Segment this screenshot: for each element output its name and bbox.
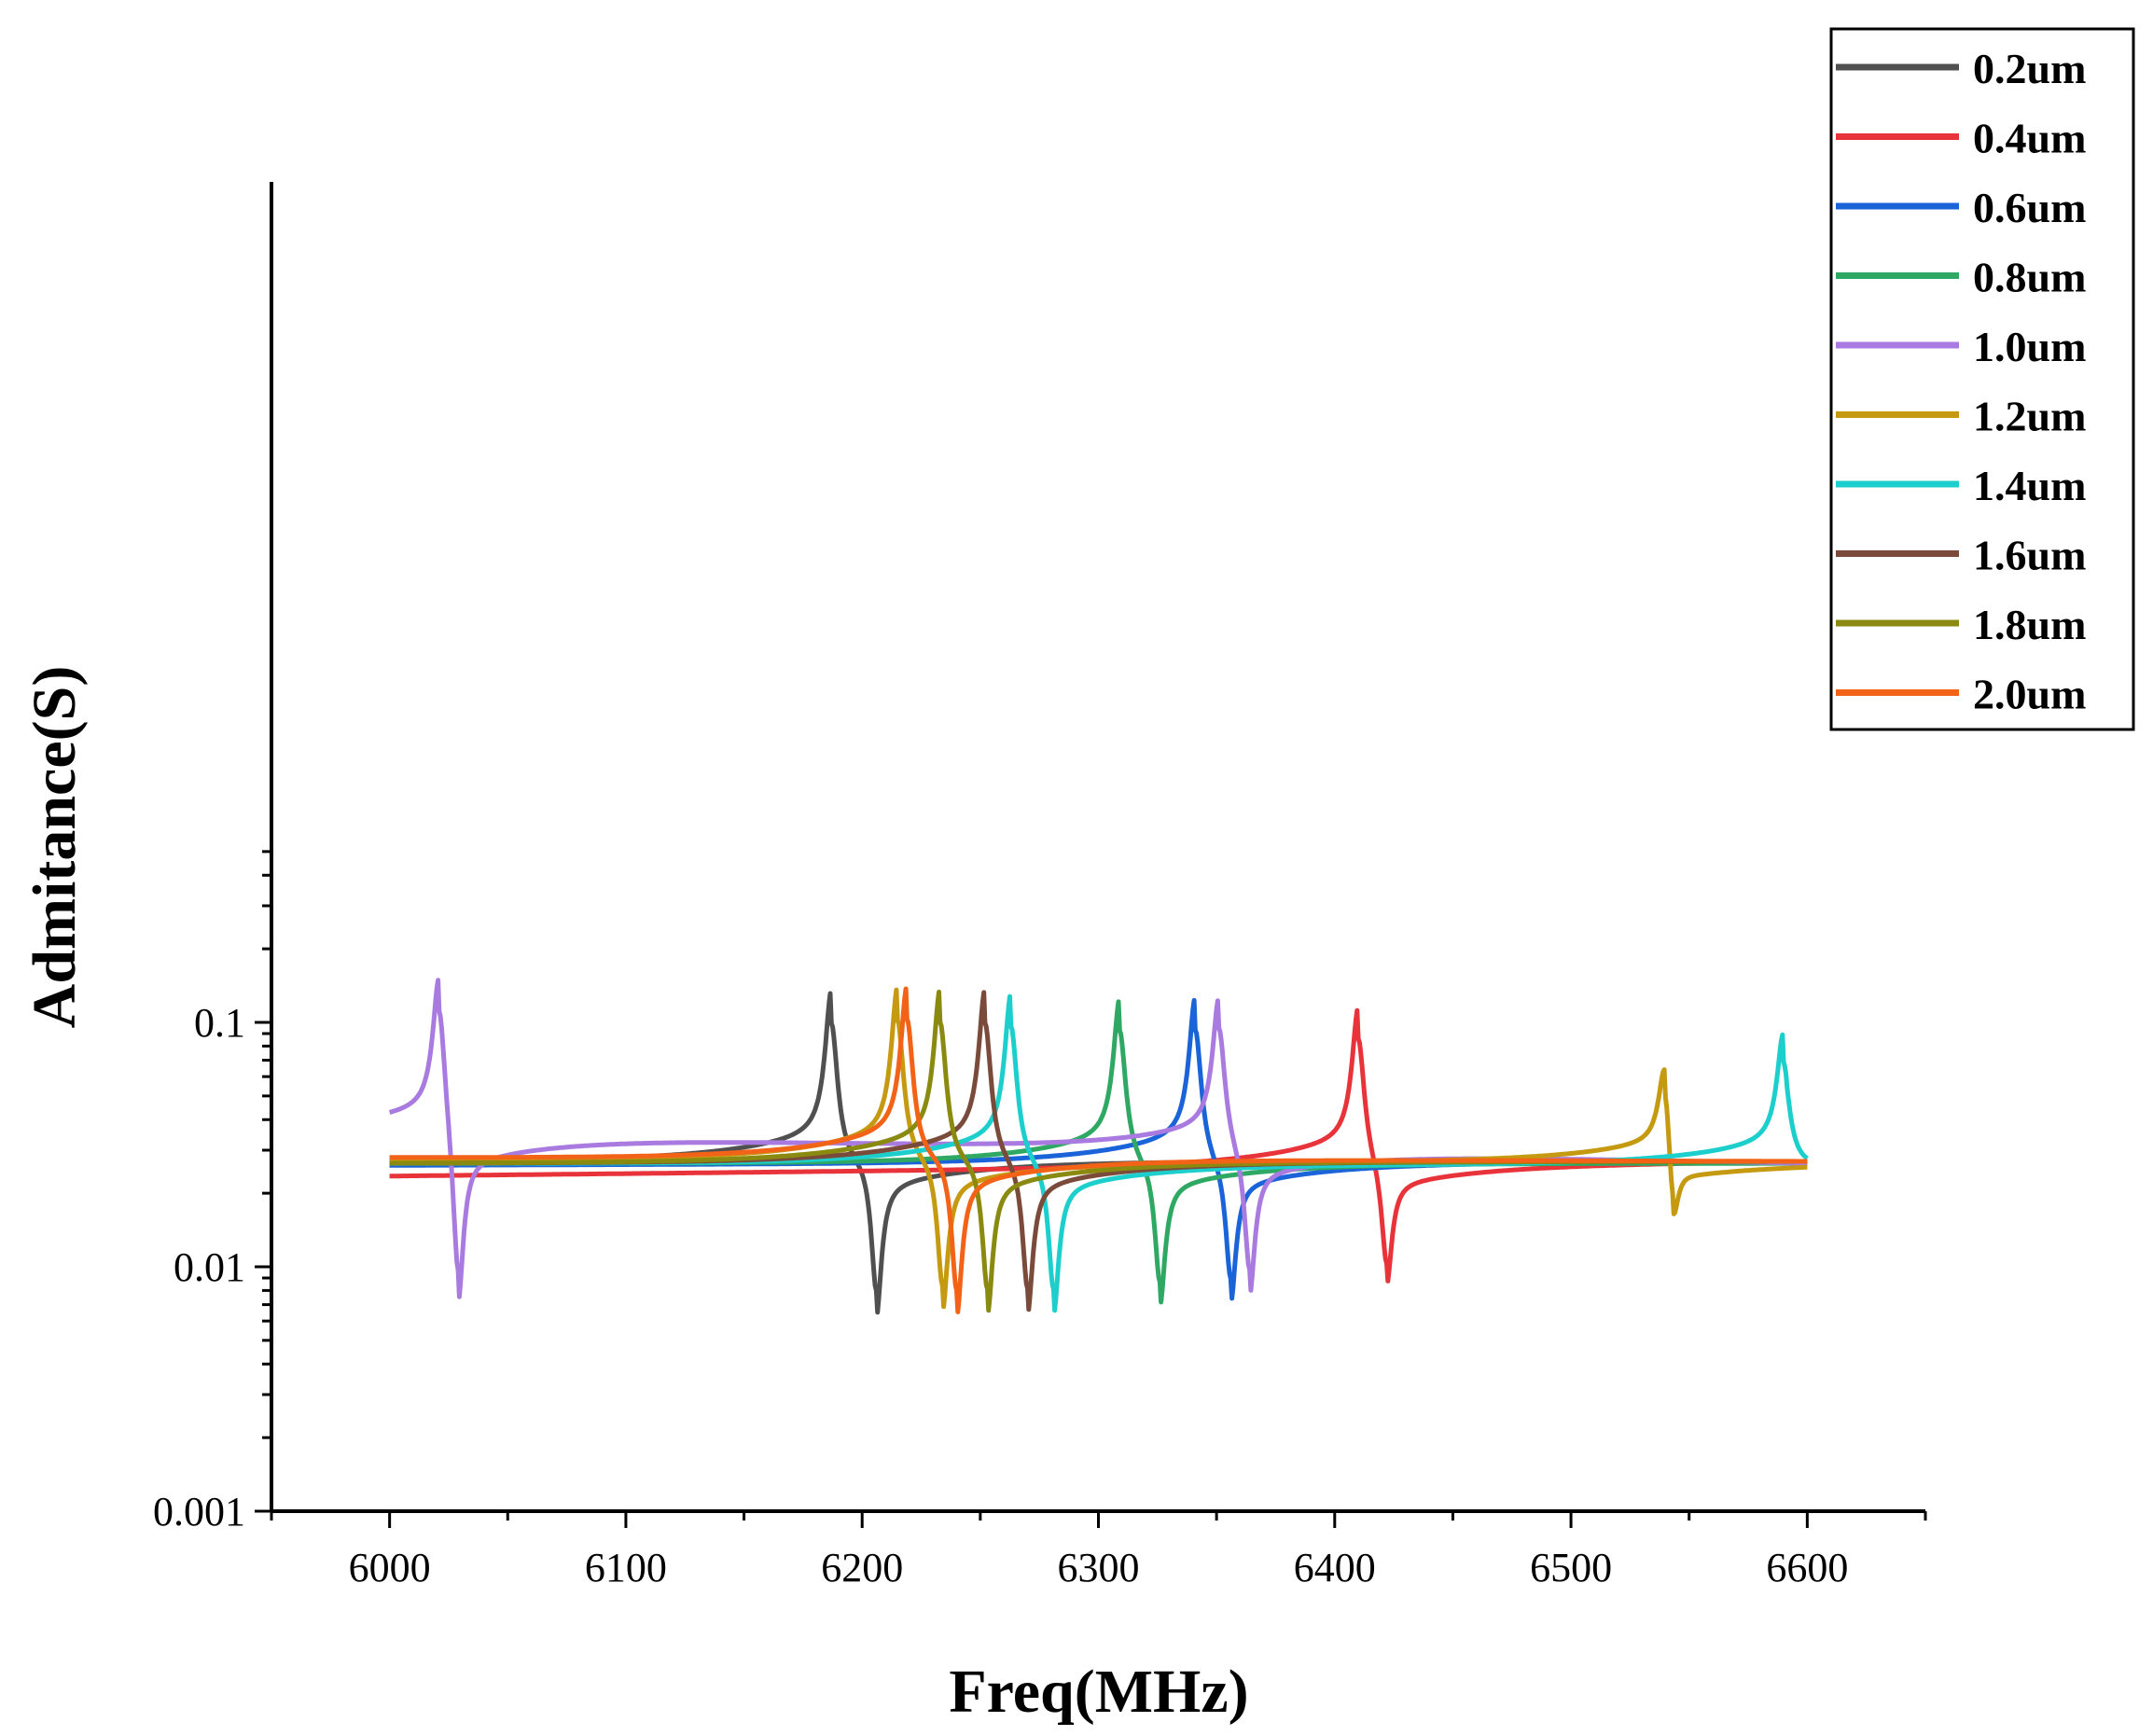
y-axis-title: Admitance(S) (21, 666, 89, 1029)
legend-label-0.8um: 0.8um (1973, 254, 2086, 301)
legend: 0.2um 0.4um 0.6um 0.8um 1.0um 1.2um 1.4um 1.6um… (1829, 27, 2135, 731)
x-tick-label: 6400 (1294, 1545, 1376, 1590)
x-axis-title: Freq(MHz) (949, 1658, 1248, 1726)
legend-label-1.4um: 1.4um (1973, 462, 2086, 509)
series-layer (388, 978, 1809, 1315)
legend-label-2.0um: 2.0um (1973, 671, 2086, 718)
legend-label-1.0um: 1.0um (1973, 323, 2086, 370)
legend-label-1.6um: 1.6um (1973, 532, 2086, 579)
series-line-1.4um (388, 993, 1809, 1313)
x-tick-label: 6000 (349, 1545, 431, 1590)
x-tick-label: 6100 (585, 1545, 667, 1590)
y-tick-label: 0.01 (174, 1244, 245, 1290)
x-tick-label: 6600 (1766, 1545, 1848, 1590)
y-tick-label: 0.1 (194, 1000, 245, 1046)
series-line-1.0um (388, 978, 1809, 1299)
legend-label-0.2um: 0.2um (1973, 45, 2086, 92)
y-tick-label: 0.001 (153, 1489, 245, 1535)
legend-label-1.8um: 1.8um (1973, 601, 2086, 648)
series-line-1.2um (388, 987, 1809, 1310)
legend-box (1829, 27, 2135, 731)
legend-label-0.6um: 0.6um (1973, 184, 2086, 231)
x-ticks: 6000 6100 6200 6300 6400 6500 6600 (270, 1511, 1927, 1590)
legend-label-1.2um: 1.2um (1973, 393, 2086, 440)
y-ticks: 0.001 0.01 0.1 (153, 850, 271, 1535)
series-line-2.0um (388, 986, 1809, 1314)
legend-label-0.4um: 0.4um (1973, 115, 2086, 162)
x-tick-label: 6300 (1058, 1545, 1140, 1590)
x-tick-label: 6200 (821, 1545, 903, 1590)
axes (270, 182, 1925, 1513)
x-tick-label: 6500 (1530, 1545, 1612, 1590)
